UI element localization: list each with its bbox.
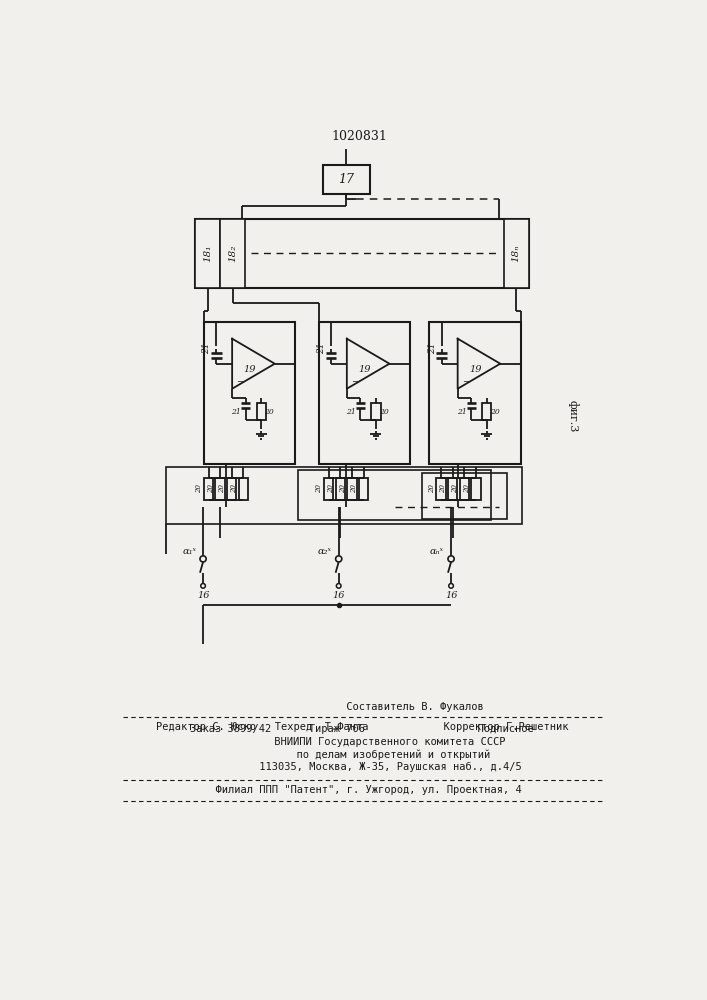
Bar: [166, 466, 522, 524]
Text: 21: 21: [457, 408, 467, 416]
Bar: [195, 219, 529, 288]
Text: 20: 20: [379, 408, 389, 416]
Bar: [257, 403, 266, 420]
Bar: [371, 403, 380, 420]
Bar: [227, 478, 236, 500]
Text: 21: 21: [231, 408, 241, 416]
Text: α₂ˣ: α₂ˣ: [317, 547, 332, 556]
Text: 20: 20: [327, 484, 335, 493]
Text: −: −: [351, 379, 358, 387]
Text: 20: 20: [462, 484, 471, 493]
Text: α₁ˣ: α₁ˣ: [182, 547, 196, 556]
Text: ...: ...: [345, 192, 354, 202]
Text: −: −: [462, 379, 469, 387]
Text: 21: 21: [202, 343, 211, 354]
Text: 20: 20: [490, 408, 499, 416]
Text: 16: 16: [197, 591, 209, 600]
Bar: [359, 478, 368, 500]
Text: −: −: [236, 379, 243, 387]
Text: 20: 20: [339, 484, 346, 493]
Bar: [319, 322, 410, 464]
Text: 20: 20: [315, 484, 323, 493]
Text: 19: 19: [358, 365, 370, 374]
Bar: [298, 470, 491, 520]
Bar: [239, 478, 248, 500]
Text: 113035, Москва, Ж-35, Раушская наб., д.4/5: 113035, Москва, Ж-35, Раушская наб., д.4…: [203, 762, 521, 772]
Text: 16: 16: [332, 591, 345, 600]
Text: 20: 20: [207, 484, 215, 493]
Bar: [460, 478, 469, 500]
Text: 20: 20: [451, 484, 459, 493]
Text: 21: 21: [317, 343, 326, 354]
Text: 20: 20: [428, 484, 436, 493]
Text: по делам изобретений и открытий: по делам изобретений и открытий: [234, 749, 490, 760]
Text: 1020831: 1020831: [332, 130, 387, 143]
Text: αₙˣ: αₙˣ: [430, 547, 444, 556]
Text: 19: 19: [243, 365, 256, 374]
Text: Составитель В. Фукалов: Составитель В. Фукалов: [240, 702, 484, 712]
Text: Редактор С. Юско   Техред  Т.Фанта            Корректор Г.Решетник: Редактор С. Юско Техред Т.Фанта Корректо…: [156, 722, 568, 732]
Text: 20: 20: [264, 408, 274, 416]
Text: 16: 16: [445, 591, 457, 600]
Text: 18₂: 18₂: [228, 245, 237, 262]
Bar: [347, 478, 356, 500]
Text: Заказ 3899/42      Тираж 706                  Подписное: Заказ 3899/42 Тираж 706 Подписное: [190, 724, 534, 734]
Text: 20: 20: [230, 484, 238, 493]
Text: 20: 20: [195, 484, 203, 493]
Text: 18₁: 18₁: [203, 245, 212, 262]
Text: 21: 21: [428, 343, 437, 354]
Bar: [421, 473, 507, 519]
Bar: [204, 322, 296, 464]
Bar: [324, 478, 333, 500]
Text: 20: 20: [218, 484, 226, 493]
Text: 20: 20: [350, 484, 358, 493]
Bar: [429, 322, 521, 464]
Bar: [204, 478, 213, 500]
Bar: [436, 478, 445, 500]
Text: 17: 17: [339, 173, 354, 186]
Text: Филиал ППП "Патент", г. Ужгород, ул. Проектная, 4: Филиал ППП "Патент", г. Ужгород, ул. Про…: [203, 785, 521, 795]
Bar: [472, 478, 481, 500]
Bar: [448, 478, 457, 500]
Bar: [336, 478, 345, 500]
Text: 21: 21: [346, 408, 356, 416]
Bar: [504, 219, 529, 288]
Bar: [195, 219, 220, 288]
Text: 20: 20: [439, 484, 448, 493]
Text: ВНИИПИ Государственного комитета СССР: ВНИИПИ Государственного комитета СССР: [218, 737, 506, 747]
Bar: [482, 403, 491, 420]
Text: фиг.3: фиг.3: [567, 400, 578, 433]
Bar: [323, 165, 370, 194]
Bar: [220, 219, 245, 288]
Bar: [216, 478, 225, 500]
Text: 18ₙ: 18ₙ: [512, 244, 520, 262]
Text: 19: 19: [469, 365, 481, 374]
